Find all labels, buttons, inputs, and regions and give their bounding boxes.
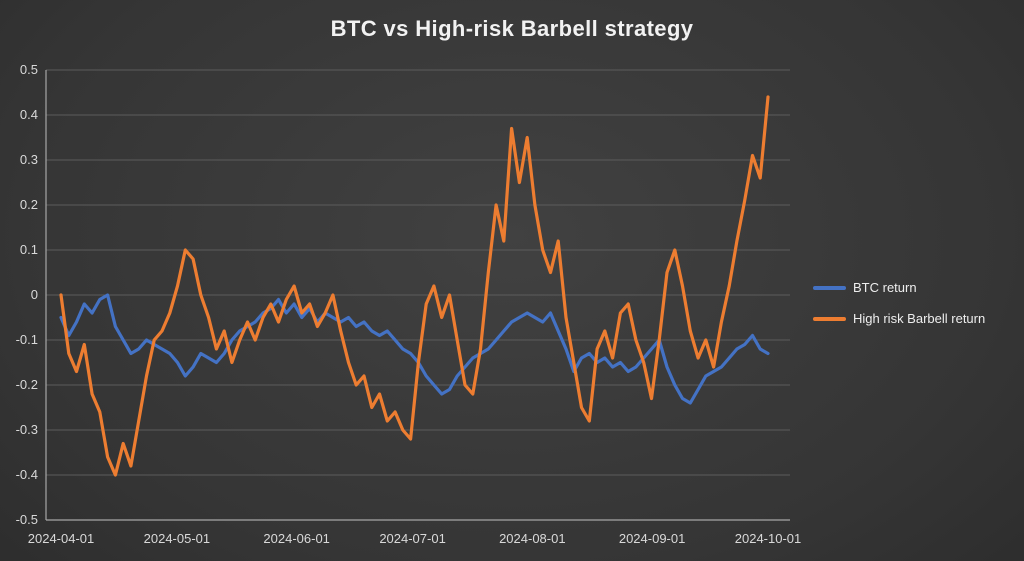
- x-tick-label: 2024-09-01: [619, 531, 686, 546]
- y-tick-label: -0.1: [16, 332, 38, 347]
- x-tick-label: 2024-06-01: [263, 531, 330, 546]
- y-tick-label: 0.1: [20, 242, 38, 257]
- legend: BTC return High risk Barbell return: [813, 280, 985, 326]
- chart-title: BTC vs High-risk Barbell strategy: [330, 16, 694, 41]
- y-tick-label: -0.3: [16, 422, 38, 437]
- series-line-btc: [59, 293, 770, 405]
- y-tick-label: -0.5: [16, 512, 38, 527]
- x-tick-label: 2024-05-01: [144, 531, 211, 546]
- series-line-barbell: [59, 95, 770, 477]
- y-tick-label: -0.2: [16, 377, 38, 392]
- legend-label-barbell-return: High risk Barbell return: [853, 311, 986, 326]
- x-tick-label: 2024-10-01: [735, 531, 802, 546]
- y-tick-label: 0.3: [20, 152, 38, 167]
- y-tick-label: 0.2: [20, 197, 38, 212]
- legend-swatch-btc-return: [813, 285, 846, 290]
- y-tick-label: -0.4: [16, 467, 38, 482]
- x-tick-label: 2024-04-01: [28, 531, 95, 546]
- y-tick-label: 0.4: [20, 107, 38, 122]
- y-tick-label: 0: [31, 287, 38, 302]
- legend-swatch-barbell-return: [813, 316, 846, 321]
- legend-label-btc-return: BTC return: [853, 280, 917, 295]
- legend-item-btc-return: BTC return: [813, 280, 985, 295]
- x-tick-label: 2024-07-01: [379, 531, 446, 546]
- x-tick-label: 2024-08-01: [499, 531, 566, 546]
- legend-item-barbell-return: High risk Barbell return: [813, 311, 985, 326]
- y-tick-label: 0.5: [20, 62, 38, 77]
